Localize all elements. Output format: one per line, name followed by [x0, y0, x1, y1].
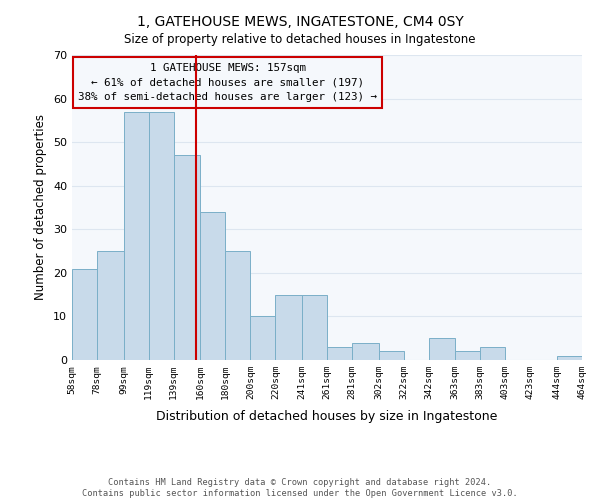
- Text: 1 GATEHOUSE MEWS: 157sqm
← 61% of detached houses are smaller (197)
38% of semi-: 1 GATEHOUSE MEWS: 157sqm ← 61% of detach…: [78, 62, 377, 102]
- Bar: [200, 212, 225, 360]
- Y-axis label: Number of detached properties: Number of detached properties: [34, 114, 47, 300]
- Bar: [557, 356, 582, 360]
- Bar: [149, 112, 174, 360]
- Bar: [302, 294, 327, 360]
- Bar: [275, 294, 302, 360]
- Bar: [97, 251, 124, 360]
- Bar: [174, 155, 200, 360]
- Bar: [379, 352, 404, 360]
- Text: 1, GATEHOUSE MEWS, INGATESTONE, CM4 0SY: 1, GATEHOUSE MEWS, INGATESTONE, CM4 0SY: [137, 15, 463, 29]
- Bar: [124, 112, 149, 360]
- Text: Size of property relative to detached houses in Ingatestone: Size of property relative to detached ho…: [124, 32, 476, 46]
- Bar: [250, 316, 275, 360]
- Bar: [225, 251, 250, 360]
- Bar: [72, 268, 97, 360]
- Bar: [429, 338, 455, 360]
- X-axis label: Distribution of detached houses by size in Ingatestone: Distribution of detached houses by size …: [157, 410, 497, 424]
- Bar: [455, 352, 480, 360]
- Bar: [480, 347, 505, 360]
- Bar: [352, 342, 379, 360]
- Text: Contains HM Land Registry data © Crown copyright and database right 2024.
Contai: Contains HM Land Registry data © Crown c…: [82, 478, 518, 498]
- Bar: [327, 347, 352, 360]
